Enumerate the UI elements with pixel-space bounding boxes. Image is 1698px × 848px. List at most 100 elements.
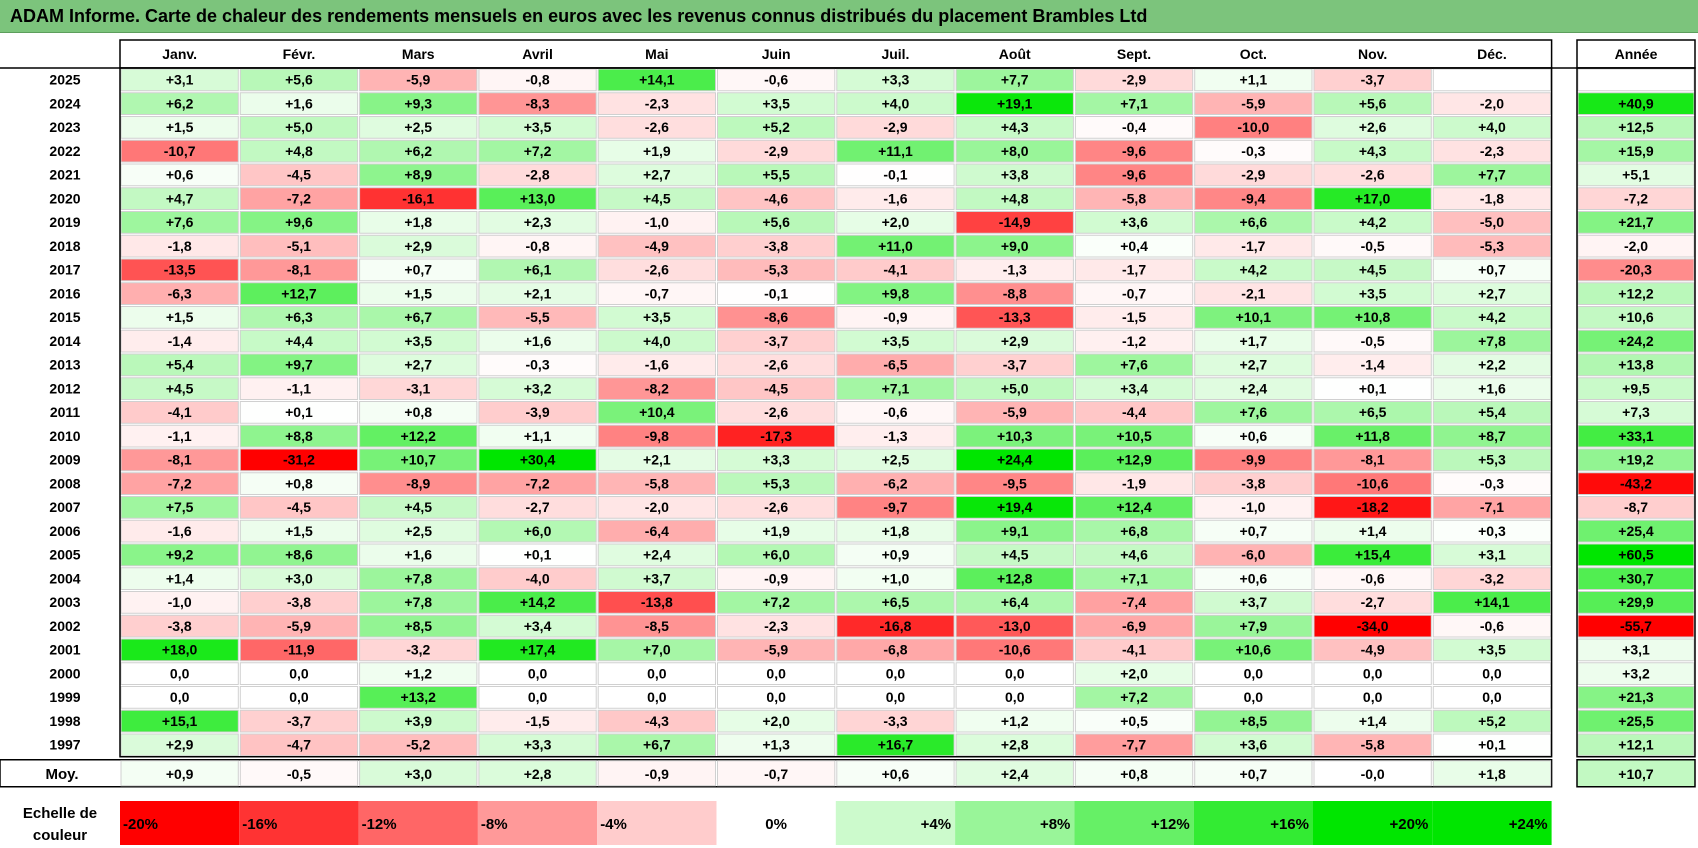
heatmap-cell <box>1074 401 1194 424</box>
heatmap-cell <box>955 306 1074 329</box>
cell-value: -1,8 <box>1480 190 1504 206</box>
average-label: Moy. <box>45 766 78 783</box>
scale-swatch <box>716 801 836 845</box>
cell-value: +9,1 <box>1001 523 1029 539</box>
heatmap-cell <box>1432 258 1552 282</box>
heatmap-cell <box>717 401 836 424</box>
cell-value: -2,6 <box>764 404 788 420</box>
cell-value: -3,8 <box>1241 475 1265 491</box>
heatmap-cell <box>120 282 239 305</box>
heatmap-cell <box>359 211 478 234</box>
cell-value: +13,2 <box>401 689 437 705</box>
cell-value: +3,6 <box>1240 737 1268 753</box>
heatmap-cell <box>955 211 1074 234</box>
heatmap-cell <box>955 401 1074 424</box>
heatmap-cell <box>478 234 597 258</box>
heatmap-cell <box>1313 306 1432 329</box>
heatmap-cell <box>120 638 239 662</box>
cell-value: +3,2 <box>524 380 552 396</box>
cell-value: +0,5 <box>1120 713 1148 729</box>
cell-value: -3,7 <box>287 713 311 729</box>
heatmap-cell <box>1194 139 1313 163</box>
cell-value: +17,0 <box>1355 190 1391 206</box>
cell-value: +2,0 <box>762 713 790 729</box>
cell-value: +5,4 <box>1478 404 1506 420</box>
heatmap-cell <box>1313 543 1432 567</box>
heatmap-cell <box>1194 401 1313 424</box>
month-header: Févr. <box>283 46 316 62</box>
heatmap-cell <box>1432 139 1552 163</box>
cell-value: -0,6 <box>764 72 788 88</box>
cell-value: +12,2 <box>401 428 437 444</box>
cell-value: +15,1 <box>162 713 198 729</box>
cell-value: -1,5 <box>1122 309 1146 325</box>
heatmap-cell <box>359 401 478 424</box>
heatmap-cell <box>478 543 597 567</box>
heatmap-cell <box>239 353 359 377</box>
heatmap-cell <box>717 92 836 115</box>
cell-value: 0,0 <box>886 689 906 705</box>
heatmap-cell <box>359 519 478 543</box>
heatmap-cell <box>955 472 1074 495</box>
annual-value: +25,4 <box>1618 523 1654 539</box>
cell-value: -4,6 <box>764 190 788 206</box>
heatmap-cell <box>836 353 955 377</box>
cell-value: -0,3 <box>525 357 549 373</box>
cell-value: -0,1 <box>764 285 788 301</box>
cell-value: +0,4 <box>1120 238 1148 254</box>
cell-value: -8,6 <box>764 309 788 325</box>
year-label: 2005 <box>49 547 80 563</box>
cell-value: +2,8 <box>1001 737 1029 753</box>
heatmap-cell <box>717 139 836 163</box>
annual-value: +3,1 <box>1622 642 1650 658</box>
cell-value: +12,9 <box>1116 452 1152 468</box>
cell-value: +2,6 <box>1359 119 1387 135</box>
annual-value: +30,7 <box>1618 570 1654 586</box>
annual-cell <box>1577 163 1695 187</box>
heatmap-cell <box>836 163 955 187</box>
cell-value: +8,6 <box>285 547 313 563</box>
cell-value: -6,2 <box>883 475 907 491</box>
cell-value: -18,2 <box>1357 499 1389 515</box>
heatmap-cell <box>1074 68 1194 92</box>
annual-cell <box>1577 496 1695 519</box>
cell-value: -2,6 <box>1361 167 1385 183</box>
heatmap-cell <box>597 258 717 282</box>
cell-value: -2,0 <box>645 499 669 515</box>
cell-value: +3,3 <box>882 72 910 88</box>
cell-value: +5,4 <box>166 357 194 373</box>
annual-cell <box>1577 662 1695 685</box>
heatmap-cell <box>359 353 478 377</box>
cell-value: -3,2 <box>406 642 430 658</box>
heatmap-cell <box>359 733 478 757</box>
heatmap-cell <box>239 638 359 662</box>
heatmap-cell <box>1432 591 1552 614</box>
heatmap-cell <box>1313 211 1432 234</box>
heatmap-cell <box>836 116 955 139</box>
heatmap-cell <box>836 139 955 163</box>
annual-value: +3,2 <box>1622 665 1650 681</box>
cell-value: -1,6 <box>645 357 669 373</box>
heatmap-cell <box>1194 567 1313 590</box>
heatmap-cell <box>1194 234 1313 258</box>
heatmap-cell <box>1313 496 1432 519</box>
cell-value: +2,1 <box>524 285 552 301</box>
cell-value: +6,1 <box>524 262 552 278</box>
average-cell <box>717 760 836 787</box>
month-header-bg <box>119 39 1553 69</box>
heatmap-cell <box>836 519 955 543</box>
cell-value: +12,8 <box>997 570 1033 586</box>
cell-value: -1,0 <box>1241 499 1265 515</box>
cell-value: 0,0 <box>766 689 786 705</box>
heatmap-cell <box>1074 258 1194 282</box>
cell-value: +10,7 <box>401 452 437 468</box>
cell-value: +5,5 <box>762 167 790 183</box>
heatmap-cell <box>1074 519 1194 543</box>
heatmap-cell <box>1194 211 1313 234</box>
cell-value: -4,9 <box>645 238 669 254</box>
cell-value: -9,5 <box>1003 475 1027 491</box>
cell-value: -2,6 <box>645 262 669 278</box>
cell-value: +4,5 <box>166 380 194 396</box>
scale-swatch <box>955 801 1075 845</box>
heatmap-cell <box>1313 282 1432 305</box>
